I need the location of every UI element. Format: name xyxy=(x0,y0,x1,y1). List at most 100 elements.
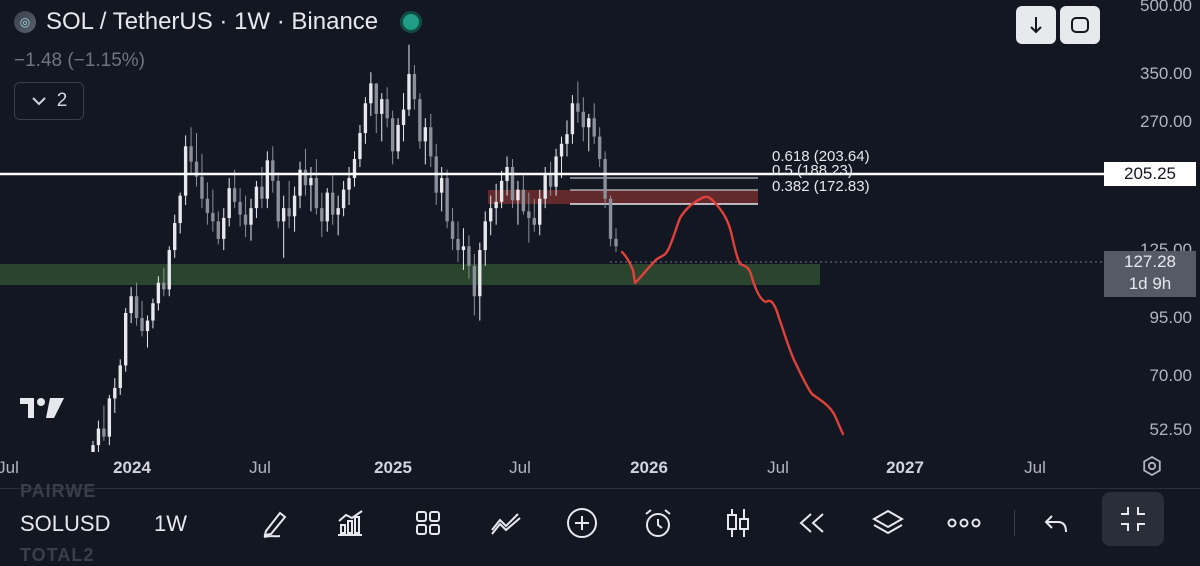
tradingview-logo-icon[interactable] xyxy=(18,394,68,422)
symbol-header[interactable]: ◎ SOL / TetherUS · 1W · Binance xyxy=(14,8,423,36)
key-level-price-tag[interactable]: 205.25 xyxy=(1104,162,1196,186)
replay-button[interactable] xyxy=(792,503,832,543)
candle-body xyxy=(145,320,150,332)
price-tick: 70.00 xyxy=(1149,366,1192,385)
price-tick: 270.00 xyxy=(1140,112,1192,131)
candle-body xyxy=(581,111,586,128)
more-button[interactable] xyxy=(944,503,984,543)
candle-body xyxy=(401,109,406,125)
candle-body xyxy=(450,221,455,239)
candle-body xyxy=(162,282,166,290)
candle-body xyxy=(260,186,264,199)
candle-body xyxy=(478,250,482,297)
candle-body xyxy=(232,188,237,202)
compare-button[interactable] xyxy=(486,503,526,543)
candle-body xyxy=(412,74,417,100)
candle-body xyxy=(467,246,471,266)
candle-body xyxy=(249,208,253,225)
chart-type-button[interactable] xyxy=(718,503,758,543)
candle-body xyxy=(445,178,449,222)
candle-body xyxy=(341,189,346,209)
frame-icon xyxy=(1071,17,1089,33)
date-tick: 2027 xyxy=(886,458,924,477)
current-price-tag[interactable]: 127.28 1d 9h xyxy=(1104,251,1196,297)
candle-body xyxy=(189,146,193,162)
candle-body xyxy=(265,160,270,199)
date-tick: Jul xyxy=(509,458,531,477)
candle-body xyxy=(91,445,95,452)
candle-body xyxy=(303,169,308,186)
candle-body xyxy=(173,223,177,251)
price-change: −1.48 (−1.15%) xyxy=(14,50,145,71)
candle-body xyxy=(608,198,613,239)
chart-title: SOL / TetherUS · 1W · Binance xyxy=(46,8,379,35)
candles-icon xyxy=(727,509,749,537)
add-symbol-button[interactable] xyxy=(562,503,602,543)
resistance-zone[interactable] xyxy=(488,190,758,204)
indicators-button[interactable] xyxy=(330,503,370,543)
layouts-button[interactable] xyxy=(408,503,448,543)
chart-area[interactable]: ◎ SOL / TetherUS · 1W · Binance −1.48 (−… xyxy=(0,0,1200,452)
candle-body xyxy=(336,208,340,215)
date-tick: Jul xyxy=(767,458,789,477)
date-tick: 2025 xyxy=(374,458,412,477)
candle-body xyxy=(516,189,520,201)
candle-body xyxy=(320,208,324,222)
candle-body xyxy=(156,282,161,304)
indicators-collapse-button[interactable]: 2 xyxy=(14,82,84,120)
candle-body xyxy=(418,99,422,142)
candle-body xyxy=(96,428,101,446)
candle-body xyxy=(309,178,313,186)
fib-label-0618: 0.618 (203.64) xyxy=(772,148,870,165)
candle-body xyxy=(107,398,112,437)
ghost-watchlist-item: PAIRWE xyxy=(20,481,97,501)
candle-body xyxy=(483,221,487,251)
fullscreen-button[interactable] xyxy=(1102,492,1164,546)
drawing-tool-button[interactable] xyxy=(256,503,296,543)
current-price: 127.28 xyxy=(1124,252,1176,271)
candle-body xyxy=(281,208,286,222)
chart-settings-button[interactable] xyxy=(1140,452,1164,480)
fib-label-0382: 0.382 (172.83) xyxy=(772,178,870,195)
candle-body xyxy=(396,124,400,152)
candle-body xyxy=(113,388,117,399)
candle-body xyxy=(276,180,280,222)
market-status-icon xyxy=(400,11,423,33)
candle-body xyxy=(222,217,226,239)
symbol-selector[interactable]: SOLUSD xyxy=(20,511,111,536)
object-tree-button[interactable] xyxy=(868,503,908,543)
gear-icon xyxy=(1143,455,1161,477)
toolbar-divider xyxy=(1014,510,1015,536)
support-zone[interactable] xyxy=(0,264,820,285)
candle-body xyxy=(227,188,231,218)
candlestick-chart[interactable] xyxy=(0,0,1200,452)
candle-body xyxy=(292,195,297,217)
auto-scale-button[interactable] xyxy=(1060,6,1100,44)
date-tick: Jul xyxy=(0,458,19,477)
pencil-icon xyxy=(263,511,287,538)
candle-body xyxy=(407,74,411,110)
candle-body xyxy=(183,146,188,196)
candle-body xyxy=(576,103,580,112)
candle-body xyxy=(554,156,558,187)
ghost-watchlist-item: TOTAL2 xyxy=(20,545,95,565)
date-tick: 2024 xyxy=(113,458,151,477)
candle-body xyxy=(369,83,373,104)
candle-body xyxy=(374,83,378,114)
candle-body xyxy=(194,161,199,177)
alert-button[interactable] xyxy=(638,503,678,543)
interval-selector[interactable]: 1W xyxy=(154,511,187,536)
candle-body xyxy=(287,208,291,217)
undo-button[interactable] xyxy=(1036,503,1076,543)
projection-path[interactable] xyxy=(620,195,845,436)
scroll-to-latest-button[interactable] xyxy=(1016,6,1056,44)
candle-body xyxy=(494,201,498,209)
candle-body xyxy=(592,118,596,137)
candle-body xyxy=(380,99,384,114)
alarm-clock-icon xyxy=(645,509,671,537)
candle-body xyxy=(390,118,395,152)
rewind-icon xyxy=(799,513,824,533)
candle-body xyxy=(538,198,542,225)
price-tick: 500.00 xyxy=(1140,0,1192,15)
candles xyxy=(91,44,618,452)
